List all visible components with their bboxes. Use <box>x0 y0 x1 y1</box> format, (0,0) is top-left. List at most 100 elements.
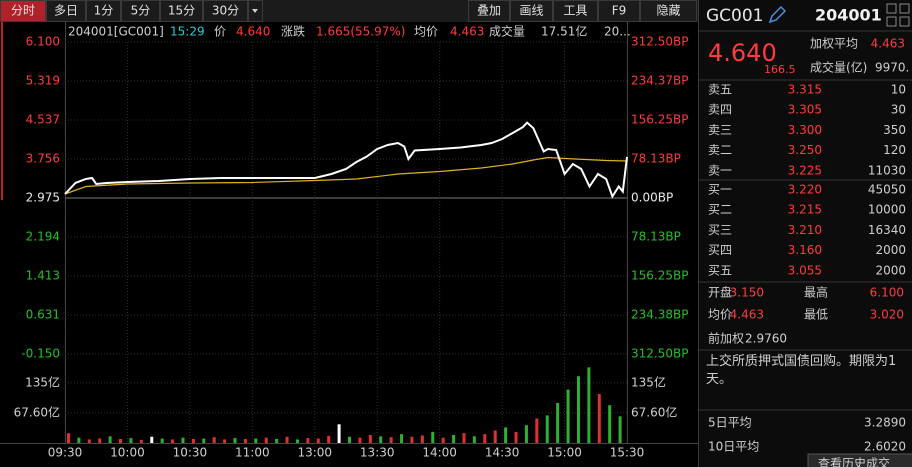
volume-bar <box>139 439 143 443</box>
volume-tick-label: 67.60亿 <box>631 404 677 419</box>
average-value: 3.2890 <box>864 416 906 430</box>
quote-name: GC001 <box>706 6 764 26</box>
y-tick-label: 4.537 <box>26 113 60 127</box>
book-price: 3.305 <box>788 103 822 117</box>
icon-c[interactable] <box>886 16 897 27</box>
volume-bar <box>295 439 299 443</box>
average-value: 2.6020 <box>864 440 906 454</box>
action-label[interactable]: F9 <box>612 4 627 18</box>
tab-label[interactable]: 多日 <box>54 4 78 18</box>
action-label[interactable]: 隐藏 <box>656 4 680 18</box>
description: 上交所质押式国债回购。期限为1天。 <box>706 354 897 387</box>
tab-label[interactable]: 5分 <box>131 4 151 18</box>
volume-bar <box>108 436 112 443</box>
y2-tick-label: 234.38BP <box>631 308 688 322</box>
y-tick-label: 2.194 <box>26 229 60 243</box>
book-volume: 2000 <box>875 243 906 257</box>
icon-d[interactable] <box>899 16 910 27</box>
volume-bar <box>316 438 320 443</box>
tab-label[interactable]: 30分 <box>212 4 239 18</box>
volume-bar <box>400 434 404 443</box>
y-tick-label: 1.413 <box>26 268 60 282</box>
action[interactable] <box>510 0 553 22</box>
quote-change: 166.5 <box>764 63 796 76</box>
icon-a[interactable] <box>886 3 897 14</box>
book-price: 3.300 <box>788 123 822 137</box>
volume-bar <box>472 436 476 443</box>
action-label[interactable]: 叠加 <box>477 4 501 18</box>
x-tick-label: 13:00 <box>297 446 332 460</box>
info-change-label: 涨跌 <box>281 24 305 39</box>
tab[interactable] <box>0 0 46 22</box>
info-avg: 4.463 <box>450 25 484 39</box>
y2-tick-label: 0.00BP <box>631 191 673 205</box>
book-price: 3.055 <box>788 263 822 277</box>
wavg-value: 4.463 <box>871 37 905 51</box>
volume-bar <box>202 438 206 443</box>
volume-bar <box>243 438 247 443</box>
quote-panel-bg <box>699 0 912 467</box>
book-price: 3.215 <box>788 203 822 217</box>
volume-bar <box>556 402 560 443</box>
book-label: 卖五 <box>708 83 732 97</box>
action[interactable] <box>468 0 510 22</box>
x-tick-label: 10:00 <box>110 446 145 460</box>
volume-bar <box>410 436 414 443</box>
quote-price: 4.640 <box>708 39 777 67</box>
tab[interactable] <box>203 0 248 22</box>
volume-bar <box>483 434 487 443</box>
description-box: 上交所质押式国债回购。期限为1天。 <box>706 354 897 387</box>
book-price: 3.220 <box>788 183 822 197</box>
x-tick-label: 14:00 <box>422 446 457 460</box>
volume-bar <box>576 376 580 443</box>
volume-bar <box>223 439 227 443</box>
book-label: 买三 <box>708 223 732 237</box>
quote-volume: 9970. <box>875 61 909 75</box>
book-volume: 350 <box>883 123 906 137</box>
tab-label[interactable]: 1分 <box>94 4 114 18</box>
action[interactable] <box>598 0 640 22</box>
stat-value: 6.100 <box>870 286 904 300</box>
volume-bar <box>254 438 258 443</box>
book-price: 3.250 <box>788 143 822 157</box>
average-label: 10日平均 <box>708 440 759 454</box>
tab[interactable] <box>121 0 160 22</box>
volume-bar <box>233 438 237 443</box>
book-price: 3.160 <box>788 243 822 257</box>
book-price: 3.315 <box>788 83 822 97</box>
volume-tick-label: 67.60亿 <box>14 404 60 419</box>
edit-icon[interactable] <box>768 5 787 24</box>
y-tick-label: 5.319 <box>26 73 60 87</box>
volume-bar <box>493 430 497 443</box>
icon-b[interactable] <box>899 3 910 14</box>
action[interactable] <box>553 0 598 22</box>
book-label: 买一 <box>708 183 732 197</box>
volume-bar <box>129 438 133 443</box>
history-button-label[interactable]: 查看历史成交 <box>818 456 890 467</box>
wavg-label: 加权平均 <box>810 37 858 51</box>
volume-bar <box>87 439 91 443</box>
y2-tick-label: 78.13BP <box>631 151 681 165</box>
tab-label[interactable]: 分时 <box>11 4 35 18</box>
tab[interactable] <box>46 0 86 22</box>
action[interactable] <box>640 0 697 22</box>
info-code: 204001[GC001] <box>68 25 164 39</box>
action-label[interactable]: 画线 <box>519 4 543 18</box>
dropdown-arrow <box>252 9 258 13</box>
x-tick-label: 10:30 <box>173 446 208 460</box>
volume-bar <box>514 431 518 443</box>
volume-bar <box>545 415 549 443</box>
volume-bar <box>587 367 591 443</box>
book-volume: 10 <box>891 83 906 97</box>
volume-bar <box>275 438 279 443</box>
stat-label: 最低 <box>804 308 828 322</box>
action-label[interactable]: 工具 <box>563 4 587 18</box>
tab[interactable] <box>160 0 203 22</box>
history-button[interactable] <box>807 453 912 467</box>
tab[interactable] <box>86 0 121 22</box>
tab-label[interactable]: 15分 <box>168 4 195 18</box>
volume-bar <box>150 436 154 443</box>
book-label: 卖一 <box>708 163 732 177</box>
info-volume-label: 成交量 <box>489 24 525 39</box>
book-label: 卖二 <box>708 143 732 157</box>
